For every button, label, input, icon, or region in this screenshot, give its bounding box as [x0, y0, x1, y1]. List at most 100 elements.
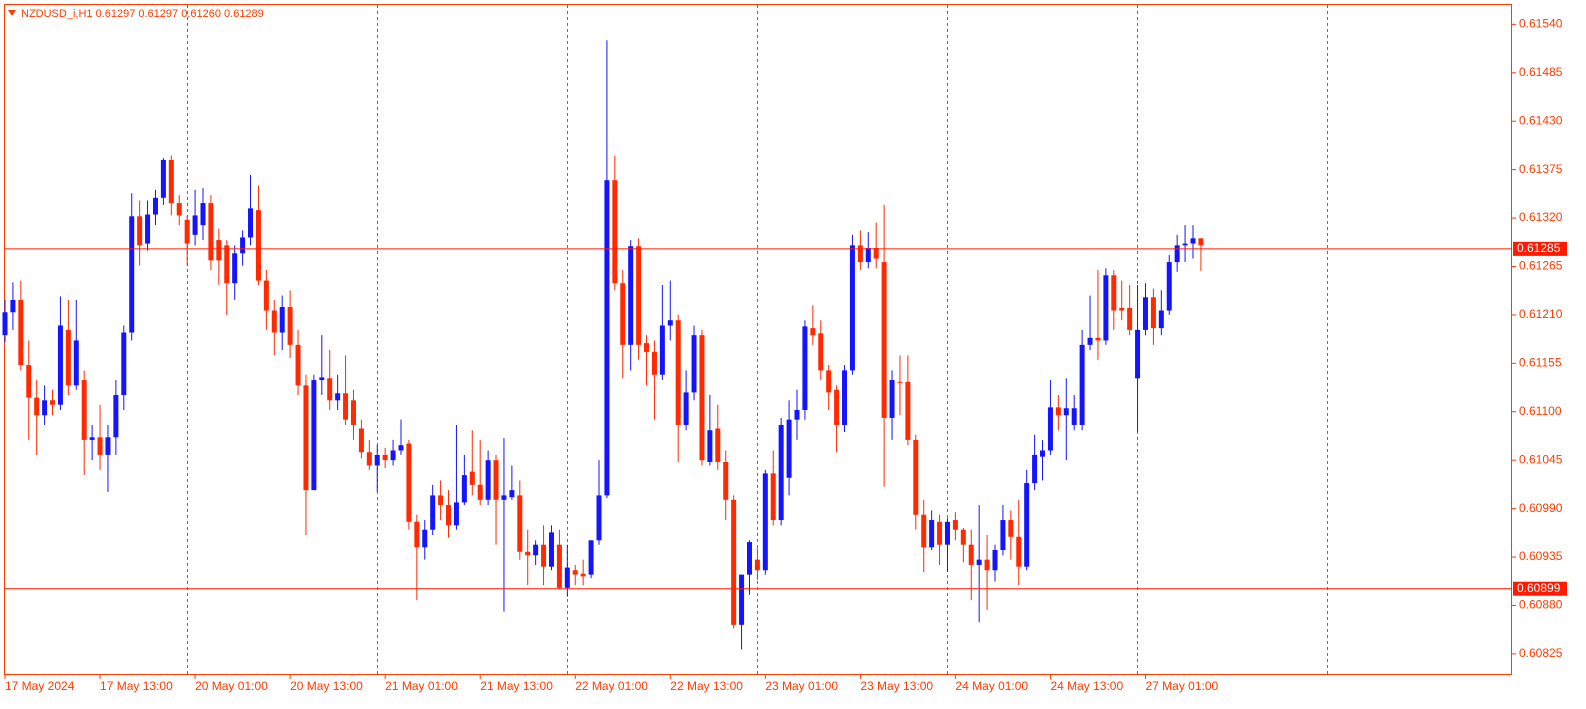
candle-body — [849, 245, 855, 371]
x-tick-label: 23 May 01:00 — [765, 679, 838, 693]
candle-body — [350, 400, 356, 425]
candle-body — [786, 419, 792, 478]
candle-body — [97, 437, 103, 455]
candle-body — [794, 409, 800, 420]
candle-body — [1095, 337, 1101, 341]
candle-body — [145, 214, 151, 244]
candle-body — [137, 216, 143, 246]
candle-body — [564, 567, 570, 588]
candle-body — [279, 306, 285, 333]
candle-body — [525, 551, 531, 556]
candle-body — [248, 208, 254, 238]
candle-body — [469, 471, 475, 485]
candle-body — [517, 495, 523, 552]
candle-body — [263, 280, 269, 311]
candle-body — [1032, 454, 1038, 484]
candle-body — [477, 484, 483, 500]
candle-body — [57, 325, 63, 405]
candle-body — [596, 495, 602, 541]
chart-title: NZDUSD_i,H1 0.61297 0.61297 0.61260 0.61… — [21, 8, 264, 20]
candle-body — [343, 393, 349, 420]
x-tick-label: 24 May 13:00 — [1050, 679, 1123, 693]
candle-body — [644, 343, 650, 352]
candle-body — [152, 197, 158, 215]
candle-body — [453, 502, 459, 526]
x-tick-label: 17 May 2024 — [5, 679, 75, 693]
y-tick-label: 0.60935 — [1519, 549, 1563, 563]
candle-body — [746, 542, 752, 575]
candle-body — [414, 521, 420, 548]
candle-body — [1055, 407, 1061, 416]
candle-body — [176, 203, 182, 216]
candle-body — [659, 325, 665, 375]
x-tick-label: 20 May 01:00 — [195, 679, 268, 693]
candle-body — [446, 505, 452, 526]
candle-body — [913, 439, 919, 515]
candle-body — [493, 460, 499, 500]
candle-body — [184, 219, 190, 244]
candle-body — [1190, 238, 1196, 244]
x-tick-label: 23 May 13:00 — [860, 679, 933, 693]
candle-body — [1040, 450, 1046, 457]
y-tick-label: 0.61045 — [1519, 452, 1563, 466]
candle-body — [572, 570, 578, 575]
candle-body — [588, 540, 594, 575]
candle-body — [1111, 275, 1117, 311]
candle-body — [1135, 329, 1141, 379]
candle-body — [1024, 483, 1030, 567]
candle-body — [754, 559, 760, 571]
candle-body — [485, 460, 491, 500]
candle-body — [857, 245, 863, 263]
candle-body — [897, 381, 903, 383]
candle-body — [802, 326, 808, 410]
level-tag — [1513, 241, 1567, 256]
x-tick-label: 20 May 13:00 — [290, 679, 363, 693]
candle-body — [287, 306, 293, 345]
candle-body — [73, 340, 79, 386]
candle-body — [1198, 238, 1204, 246]
candle-body — [398, 445, 404, 451]
candle-body — [1008, 520, 1014, 537]
candle-body — [865, 247, 871, 263]
candle-body — [541, 544, 547, 567]
candle-body — [739, 574, 745, 625]
candle-body — [731, 499, 737, 625]
candle-body — [200, 203, 206, 226]
level-label: 0.60899 — [1517, 581, 1561, 595]
x-tick-label: 22 May 01:00 — [575, 679, 648, 693]
candle-body — [1047, 407, 1053, 451]
candle-body — [121, 332, 127, 396]
candle-body — [2, 312, 8, 336]
y-tick-label: 0.61430 — [1519, 113, 1563, 127]
candle-body — [366, 452, 372, 466]
candle-body — [105, 437, 111, 455]
candle-body — [42, 400, 48, 416]
candle-body — [636, 246, 642, 345]
candle-body — [438, 495, 444, 506]
candle-body — [604, 180, 610, 496]
candle-body — [129, 216, 135, 333]
candle-body — [1166, 262, 1172, 311]
candle-body — [834, 389, 840, 425]
candle-body — [1150, 297, 1156, 329]
candle-body — [1087, 337, 1093, 345]
y-tick-label: 0.60825 — [1519, 646, 1563, 660]
candle-body — [192, 215, 198, 235]
candle-body — [390, 450, 396, 461]
candle-body — [168, 159, 174, 204]
candle-body — [240, 237, 246, 254]
candle-body — [311, 380, 317, 491]
x-tick-label: 21 May 13:00 — [480, 679, 553, 693]
candle-body — [1103, 275, 1109, 341]
y-tick-label: 0.61375 — [1519, 162, 1563, 176]
candle-body — [952, 520, 958, 530]
candle-body — [406, 443, 412, 522]
title-marker — [8, 10, 16, 16]
candle-body — [620, 283, 626, 345]
candle-body — [723, 461, 729, 500]
candle-body — [1016, 536, 1022, 567]
candle-body — [1063, 408, 1069, 416]
candle-body — [818, 333, 824, 371]
